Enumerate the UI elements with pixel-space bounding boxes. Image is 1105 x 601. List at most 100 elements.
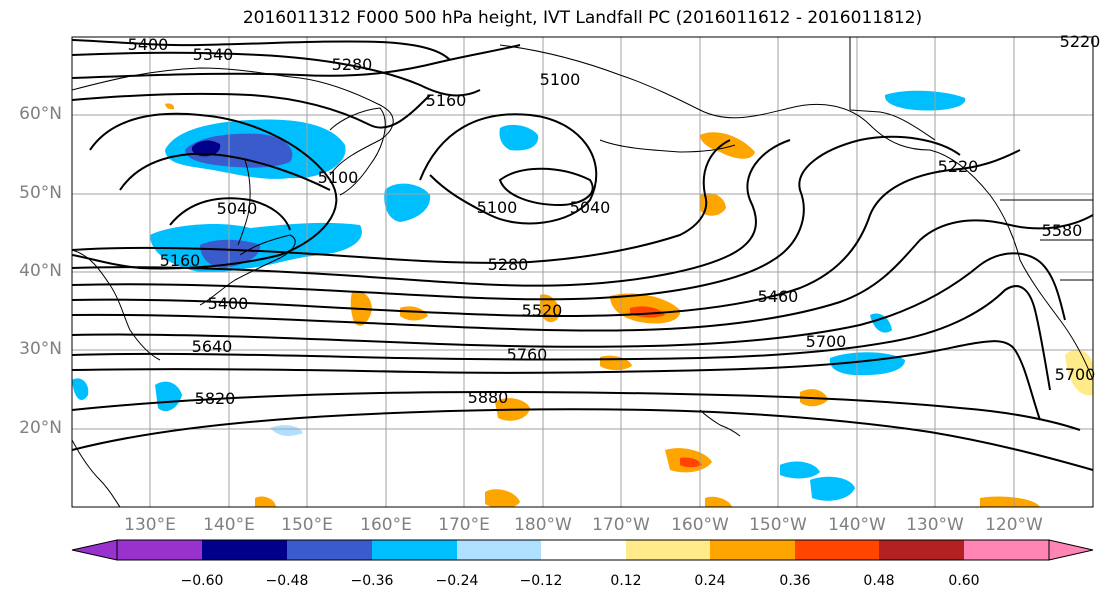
lon-label: 160°W bbox=[671, 515, 729, 535]
coast-asia bbox=[72, 67, 394, 507]
lon-label: 170°W bbox=[592, 515, 650, 535]
contour-label: 5100 bbox=[477, 198, 518, 217]
colorbar-segment bbox=[117, 540, 202, 560]
contour-label: 5520 bbox=[522, 301, 563, 320]
lon-label: 170°E bbox=[438, 515, 490, 535]
colorbar bbox=[71, 539, 1094, 561]
lon-label: 160°E bbox=[360, 515, 412, 535]
shade-negative-mid-3 bbox=[270, 425, 303, 436]
lat-label: 40°N bbox=[19, 261, 62, 281]
contour-label: 5880 bbox=[468, 388, 509, 407]
lon-label: 140°E bbox=[203, 515, 255, 535]
contour-label: 5040 bbox=[217, 199, 258, 218]
coast-hawaii bbox=[699, 409, 741, 437]
colorbar-tick-label: −0.12 bbox=[519, 573, 563, 589]
contour-label-group: 5400 5340 5280 5100 5160 5100 5040 5100 … bbox=[128, 32, 1101, 408]
shade-negative-japan-inner bbox=[200, 239, 261, 268]
contour-label: 5400 bbox=[208, 294, 249, 313]
shade-positive-2 bbox=[400, 306, 428, 321]
colorbar-segment bbox=[541, 540, 626, 560]
shade-positive-11 bbox=[485, 489, 520, 507]
contour-label: 5160 bbox=[160, 251, 201, 270]
colorbar-tick-label: −0.60 bbox=[180, 573, 224, 589]
map-frame bbox=[71, 36, 1094, 508]
shade-positive-15 bbox=[1065, 349, 1093, 396]
contour-label: 5580 bbox=[1042, 221, 1083, 240]
colorbar-segment bbox=[457, 540, 541, 560]
contour-5520 bbox=[72, 149, 1021, 318]
contour-label: 5700 bbox=[1055, 365, 1096, 384]
colorbar-tick-label: 0.24 bbox=[694, 573, 726, 589]
lon-label: 120°W bbox=[985, 515, 1043, 535]
coast-sakhalin bbox=[237, 159, 251, 246]
colorbar-segment bbox=[710, 540, 795, 560]
contour-label: 5280 bbox=[488, 255, 529, 274]
contour-5100 bbox=[119, 152, 331, 191]
shade-negative-mid-1 bbox=[384, 183, 431, 222]
coast-kamchatka bbox=[329, 107, 386, 196]
colorbar-outline bbox=[116, 539, 1050, 561]
colorbar-segment bbox=[795, 540, 879, 560]
colorbar-segment bbox=[372, 540, 457, 560]
shade-negative-west bbox=[72, 378, 89, 400]
colorbar-tick-label: 0.60 bbox=[948, 573, 980, 589]
contour-5040-mid bbox=[498, 167, 594, 207]
contour-5820 bbox=[72, 390, 1081, 431]
contour-5460 bbox=[72, 135, 961, 301]
colorbar-segment bbox=[626, 540, 710, 560]
colorbar-tick-label: 0.36 bbox=[779, 573, 811, 589]
height-contours bbox=[72, 39, 1093, 471]
shade-negative-gulf bbox=[884, 90, 966, 111]
lon-label: 150°W bbox=[749, 515, 807, 535]
colorbar-tick-label: 0.12 bbox=[610, 573, 642, 589]
colorbar-extend-right bbox=[1048, 539, 1094, 561]
contour-label: 5280 bbox=[332, 55, 373, 74]
shade-negative-mid-2 bbox=[499, 124, 539, 151]
lon-label: 140°W bbox=[828, 515, 886, 535]
ivt-shading bbox=[72, 90, 1093, 507]
contour-label: 5640 bbox=[192, 337, 233, 356]
colorbar-tick-label: −0.24 bbox=[435, 573, 479, 589]
shade-positive-16 bbox=[165, 103, 175, 110]
shade-positive-8-core bbox=[680, 457, 702, 468]
shade-negative-south-1 bbox=[780, 461, 820, 479]
contour-5880 bbox=[72, 408, 1093, 471]
colorbar-segment bbox=[964, 540, 1049, 560]
contour-5400-north bbox=[72, 39, 451, 61]
contour-label: 5100 bbox=[540, 70, 581, 89]
contour-label: 5460 bbox=[758, 287, 799, 306]
coast-alaska bbox=[499, 44, 1093, 381]
colorbar-extend-left bbox=[71, 539, 118, 561]
lon-label: 130°E bbox=[124, 515, 176, 535]
coast-japan bbox=[199, 234, 296, 306]
contour-label: 5340 bbox=[193, 45, 234, 64]
lat-label: 60°N bbox=[19, 104, 62, 124]
contour-5220 bbox=[72, 92, 431, 129]
contour-label: 5700 bbox=[806, 332, 847, 351]
contour-5280-mid bbox=[72, 139, 731, 264]
shade-negative-east-2 bbox=[870, 313, 892, 333]
colorbar-segment bbox=[202, 540, 287, 560]
contour-5760 bbox=[72, 340, 1041, 421]
contour-5400-mid bbox=[72, 139, 791, 287]
shade-positive-13 bbox=[255, 496, 276, 507]
contour-label: 5040 bbox=[570, 198, 611, 217]
contour-label: 5820 bbox=[195, 389, 236, 408]
contour-5700 bbox=[72, 285, 1051, 391]
border-canada bbox=[849, 37, 1093, 281]
contour-5280-north bbox=[72, 44, 521, 79]
lat-label: 20°N bbox=[19, 418, 62, 438]
graticule bbox=[72, 37, 1093, 507]
shade-negative-south-3 bbox=[155, 381, 182, 412]
contour-5040 bbox=[169, 197, 291, 231]
lon-label: 150°E bbox=[281, 515, 333, 535]
contour-5640 bbox=[72, 252, 1066, 348]
colorbar-segment bbox=[287, 540, 372, 560]
contour-label: 5220 bbox=[938, 157, 979, 176]
lat-label: 30°N bbox=[19, 339, 62, 359]
colorbar-segment bbox=[879, 540, 964, 560]
shade-positive-12 bbox=[705, 496, 732, 507]
lat-label: 50°N bbox=[19, 183, 62, 203]
colorbar-tick-label: −0.36 bbox=[350, 573, 394, 589]
